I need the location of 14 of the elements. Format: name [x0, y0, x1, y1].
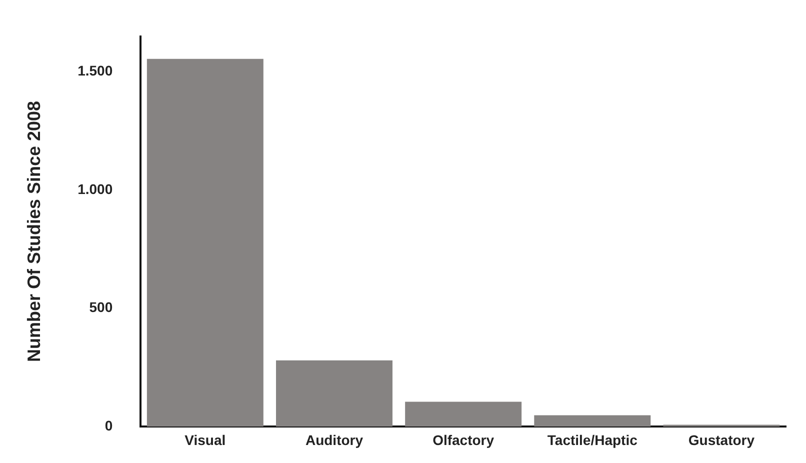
bar	[276, 360, 392, 427]
y-tick-label: 1.500	[78, 62, 113, 79]
y-tick-label: 500	[89, 299, 113, 316]
x-tick-label: Tactile/Haptic	[547, 432, 638, 448]
bar	[405, 402, 522, 427]
x-tick-label: Olfactory	[432, 432, 494, 448]
y-tick-label: 1.000	[78, 180, 113, 197]
y-tick-label: 0	[104, 417, 113, 434]
x-tick-label: Auditory	[305, 432, 364, 448]
bar	[534, 415, 651, 427]
y-axis-title: Number Of Studies Since 2008	[24, 100, 44, 362]
bar	[146, 58, 264, 427]
x-tick-label: Gustatory	[688, 432, 755, 448]
x-tick-label: Visual	[184, 432, 226, 448]
